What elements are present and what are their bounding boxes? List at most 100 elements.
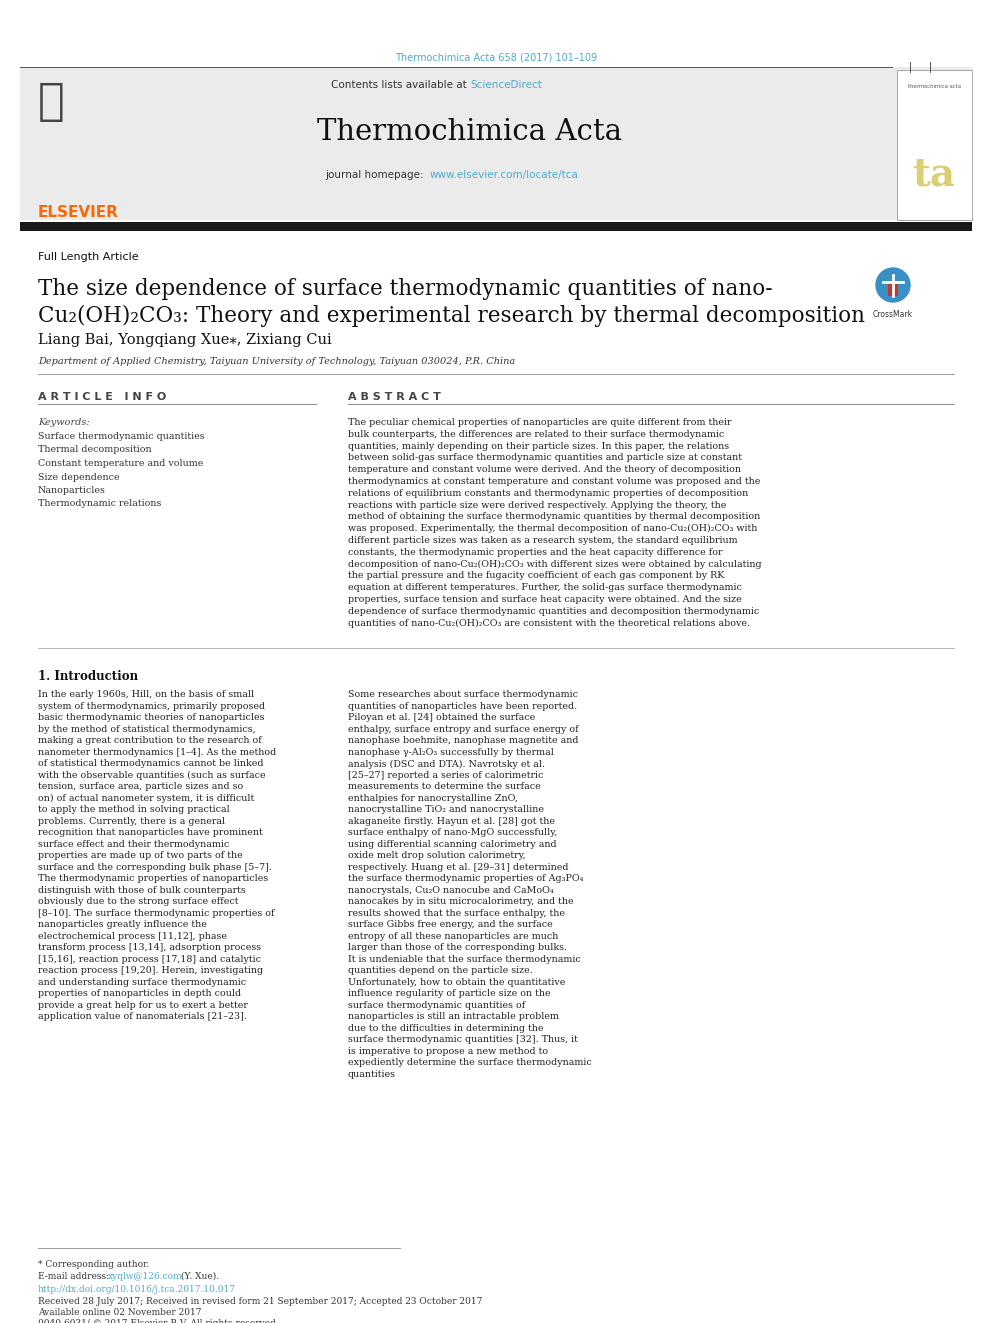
Text: 1. Introduction: 1. Introduction (38, 671, 138, 684)
Text: reaction process [19,20]. Herein, investigating: reaction process [19,20]. Herein, invest… (38, 966, 263, 975)
Text: The peculiar chemical properties of nanoparticles are quite different from their: The peculiar chemical properties of nano… (348, 418, 731, 427)
Text: surface Gibbs free energy, and the surface: surface Gibbs free energy, and the surfa… (348, 921, 553, 929)
Text: respectively. Huang et al. [29–31] determined: respectively. Huang et al. [29–31] deter… (348, 863, 568, 872)
Text: nanocrystalline TiO₂ and nanocrystalline: nanocrystalline TiO₂ and nanocrystalline (348, 806, 544, 815)
Text: Unfortunately, how to obtain the quantitative: Unfortunately, how to obtain the quantit… (348, 978, 565, 987)
Text: results showed that the surface enthalpy, the: results showed that the surface enthalpy… (348, 909, 565, 918)
Text: recognition that nanoparticles have prominent: recognition that nanoparticles have prom… (38, 828, 263, 837)
Text: measurements to determine the surface: measurements to determine the surface (348, 782, 541, 791)
Text: decomposition of nano-Cu₂(OH)₂CO₃ with different sizes were obtained by calculat: decomposition of nano-Cu₂(OH)₂CO₃ with d… (348, 560, 762, 569)
Text: surface effect and their thermodynamic: surface effect and their thermodynamic (38, 840, 229, 849)
Text: The thermodynamic properties of nanoparticles: The thermodynamic properties of nanopart… (38, 875, 268, 884)
Text: properties of nanoparticles in depth could: properties of nanoparticles in depth cou… (38, 990, 241, 999)
Text: Some researches about surface thermodynamic: Some researches about surface thermodyna… (348, 691, 578, 700)
Text: making a great contribution to the research of: making a great contribution to the resea… (38, 737, 262, 745)
Text: influence regularity of particle size on the: influence regularity of particle size on… (348, 990, 551, 999)
Text: A B S T R A C T: A B S T R A C T (348, 392, 440, 402)
Text: nanocakes by in situ microcalorimetry, and the: nanocakes by in situ microcalorimetry, a… (348, 897, 573, 906)
Text: expediently determine the surface thermodynamic: expediently determine the surface thermo… (348, 1058, 592, 1068)
Text: dependence of surface thermodynamic quantities and decomposition thermodynamic: dependence of surface thermodynamic quan… (348, 607, 759, 615)
Text: Received 28 July 2017; Received in revised form 21 September 2017; Accepted 23 O: Received 28 July 2017; Received in revis… (38, 1297, 482, 1306)
Text: analysis (DSC and DTA). Navrotsky et al.: analysis (DSC and DTA). Navrotsky et al. (348, 759, 545, 769)
Bar (20, 67, 972, 220)
Text: using differential scanning calorimetry and: using differential scanning calorimetry … (348, 840, 557, 849)
Text: application value of nanomaterials [21–23].: application value of nanomaterials [21–2… (38, 1012, 247, 1021)
Text: Thermodynamic relations: Thermodynamic relations (38, 500, 162, 508)
Text: to apply the method in solving practical: to apply the method in solving practical (38, 806, 230, 815)
Text: nanometer thermodynamics [1–4]. As the method: nanometer thermodynamics [1–4]. As the m… (38, 747, 276, 757)
Text: basic thermodynamic theories of nanoparticles: basic thermodynamic theories of nanopart… (38, 713, 265, 722)
Text: nanophase boehmite, nanophase magnetite and: nanophase boehmite, nanophase magnetite … (348, 737, 578, 745)
Text: akaganeíte firstly. Hayun et al. [28] got the: akaganeíte firstly. Hayun et al. [28] g… (348, 816, 555, 827)
Text: ScienceDirect: ScienceDirect (470, 79, 542, 90)
Text: of statistical thermodynamics cannot be linked: of statistical thermodynamics cannot be … (38, 759, 264, 769)
Text: between solid-gas surface thermodynamic quantities and particle size at constant: between solid-gas surface thermodynamic … (348, 454, 742, 463)
Text: with the observable quantities (such as surface: with the observable quantities (such as … (38, 771, 266, 781)
Text: quantities of nanoparticles have been reported.: quantities of nanoparticles have been re… (348, 703, 577, 710)
Text: on) of actual nanometer system, it is difficult: on) of actual nanometer system, it is di… (38, 794, 254, 803)
Text: enthalpies for nanocrystalline ZnO,: enthalpies for nanocrystalline ZnO, (348, 794, 518, 803)
Bar (897, 70, 972, 220)
Text: * Corresponding author.: * Corresponding author. (38, 1259, 150, 1269)
Text: transform process [13,14], adsorption process: transform process [13,14], adsorption pr… (38, 943, 261, 953)
Text: Surface thermodynamic quantities: Surface thermodynamic quantities (38, 433, 204, 441)
Text: quantities depend on the particle size.: quantities depend on the particle size. (348, 966, 533, 975)
Text: A R T I C L E   I N F O: A R T I C L E I N F O (38, 392, 167, 402)
Text: provide a great help for us to exert a better: provide a great help for us to exert a b… (38, 1002, 248, 1009)
Text: nanophase γ-Al₂O₃ successfully by thermal: nanophase γ-Al₂O₃ successfully by therma… (348, 747, 554, 757)
Text: Thermochimica Acta 658 (2017) 101–109: Thermochimica Acta 658 (2017) 101–109 (395, 52, 597, 62)
Text: xyqlw@126.com: xyqlw@126.com (108, 1271, 183, 1281)
Text: ta: ta (913, 156, 955, 194)
Text: thermodynamics at constant temperature and constant volume was proposed and the: thermodynamics at constant temperature a… (348, 478, 761, 486)
Text: bulk counterparts, the differences are related to their surface thermodynamic: bulk counterparts, the differences are r… (348, 430, 724, 439)
Text: In the early 1960s, Hill, on the basis of small: In the early 1960s, Hill, on the basis o… (38, 691, 254, 700)
Text: oxide melt drop solution calorimetry,: oxide melt drop solution calorimetry, (348, 852, 526, 860)
Text: distinguish with those of bulk counterparts: distinguish with those of bulk counterpa… (38, 886, 246, 894)
Text: ELSEVIER: ELSEVIER (38, 205, 119, 220)
Text: by the method of statistical thermodynamics,: by the method of statistical thermodynam… (38, 725, 256, 734)
Text: 🌲: 🌲 (38, 79, 64, 123)
Text: Piloyan et al. [24] obtained the surface: Piloyan et al. [24] obtained the surface (348, 713, 536, 722)
Text: CrossMark: CrossMark (873, 310, 913, 319)
Circle shape (876, 269, 910, 302)
Text: reactions with particle size were derived respectively. Applying the theory, the: reactions with particle size were derive… (348, 500, 726, 509)
Text: equation at different temperatures. Further, the solid-gas surface thermodynamic: equation at different temperatures. Furt… (348, 583, 742, 593)
Text: Size dependence: Size dependence (38, 472, 120, 482)
Text: enthalpy, surface entropy and surface energy of: enthalpy, surface entropy and surface en… (348, 725, 578, 734)
Text: Nanoparticles: Nanoparticles (38, 486, 106, 495)
Text: (Y. Xue).: (Y. Xue). (178, 1271, 219, 1281)
Text: and understanding surface thermodynamic: and understanding surface thermodynamic (38, 978, 246, 987)
Text: 0040-6031/ © 2017 Elsevier B.V. All rights reserved.: 0040-6031/ © 2017 Elsevier B.V. All righ… (38, 1319, 279, 1323)
Text: Constant temperature and volume: Constant temperature and volume (38, 459, 203, 468)
Text: thermochimica acta: thermochimica acta (908, 83, 960, 89)
Bar (20, 222, 972, 232)
Text: nanoparticles is still an intractable problem: nanoparticles is still an intractable pr… (348, 1012, 559, 1021)
Text: nanocrystals, Cu₂O nanocube and CaMoO₄: nanocrystals, Cu₂O nanocube and CaMoO₄ (348, 886, 554, 894)
Text: larger than those of the corresponding bulks.: larger than those of the corresponding b… (348, 943, 567, 953)
Text: the surface thermodynamic properties of Ag₃PO₄: the surface thermodynamic properties of … (348, 875, 583, 884)
Text: electrochemical process [11,12], phase: electrochemical process [11,12], phase (38, 931, 227, 941)
Text: method of obtaining the surface thermodynamic quantities by thermal decompositio: method of obtaining the surface thermody… (348, 512, 760, 521)
Text: the partial pressure and the fugacity coefficient of each gas component by RK: the partial pressure and the fugacity co… (348, 572, 724, 581)
Text: properties are made up of two parts of the: properties are made up of two parts of t… (38, 852, 243, 860)
Text: Cu₂(OH)₂CO₃: Theory and experimental research by thermal decomposition: Cu₂(OH)₂CO₃: Theory and experimental res… (38, 306, 865, 327)
Text: system of thermodynamics, primarily proposed: system of thermodynamics, primarily prop… (38, 703, 265, 710)
Text: Keywords:: Keywords: (38, 418, 89, 427)
Text: relations of equilibrium constants and thermodynamic properties of decomposition: relations of equilibrium constants and t… (348, 488, 748, 497)
Text: The size dependence of surface thermodynamic quantities of nano-: The size dependence of surface thermodyn… (38, 278, 773, 300)
Text: constants, the thermodynamic properties and the heat capacity difference for: constants, the thermodynamic properties … (348, 548, 722, 557)
Text: Thermochimica Acta: Thermochimica Acta (317, 118, 623, 146)
Text: Full Length Article: Full Length Article (38, 251, 139, 262)
Text: Contents lists available at: Contents lists available at (331, 79, 470, 90)
Text: Department of Applied Chemistry, Taiyuan University of Technology, Taiyuan 03002: Department of Applied Chemistry, Taiyuan… (38, 357, 515, 366)
Text: surface enthalpy of nano-MgO successfully,: surface enthalpy of nano-MgO successfull… (348, 828, 558, 837)
Text: surface and the corresponding bulk phase [5–7].: surface and the corresponding bulk phase… (38, 863, 272, 872)
Text: is imperative to propose a new method to: is imperative to propose a new method to (348, 1046, 549, 1056)
Text: temperature and constant volume were derived. And the theory of decomposition: temperature and constant volume were der… (348, 466, 741, 474)
Text: Liang Bai, Yongqiang Xue⁎, Zixiang Cui: Liang Bai, Yongqiang Xue⁎, Zixiang Cui (38, 333, 331, 347)
Text: [25–27] reported a series of calorimetric: [25–27] reported a series of calorimetri… (348, 771, 544, 779)
Text: surface thermodynamic quantities [32]. Thus, it: surface thermodynamic quantities [32]. T… (348, 1036, 578, 1044)
Text: properties, surface tension and surface heat capacity were obtained. And the siz: properties, surface tension and surface … (348, 595, 742, 605)
Text: quantities, mainly depending on their particle sizes. In this paper, the relatio: quantities, mainly depending on their pa… (348, 442, 729, 451)
Text: Available online 02 November 2017: Available online 02 November 2017 (38, 1308, 201, 1316)
